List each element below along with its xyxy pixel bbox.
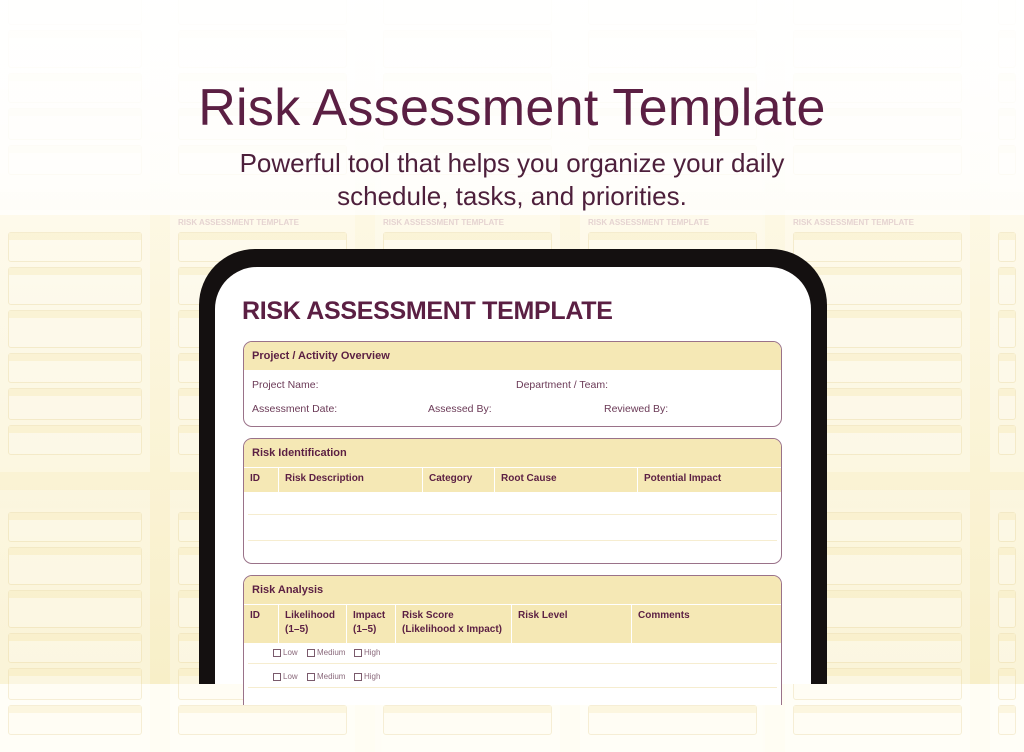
column-header: Risk Description [279, 468, 423, 492]
tile-section [8, 425, 142, 455]
checkbox-label: Low [283, 672, 298, 681]
checkbox-label: Low [283, 648, 298, 657]
tile-section [998, 232, 1016, 262]
hero-title: Risk Assessment Template [198, 79, 826, 137]
checkbox-icon[interactable] [307, 672, 315, 681]
tile-section [8, 633, 142, 663]
column-header: Root Cause [495, 468, 638, 492]
checkbox-icon[interactable] [354, 672, 362, 681]
column-header: Potential Impact [644, 473, 722, 484]
tile-section [998, 267, 1016, 305]
checkbox-label: High [364, 672, 381, 681]
tile-section [8, 388, 142, 420]
background-template-tile [990, 490, 1024, 752]
background-template-tile [990, 210, 1024, 472]
column-header: Impact (1–5) [347, 605, 396, 643]
column-header: Category [423, 468, 495, 492]
tile-section [998, 633, 1016, 663]
section-heading: Risk Identification [244, 439, 781, 467]
column-header: Likelihood (1–5) [279, 605, 347, 643]
tile-section [998, 705, 1016, 735]
tile-section [998, 512, 1016, 542]
tile-section [998, 668, 1016, 700]
risk-level-checkbox[interactable]: Medium [307, 648, 345, 657]
tile-title: RISK ASSESSMENT TEMPLATE [588, 218, 709, 227]
risk-level-checkbox[interactable]: Low [273, 648, 298, 657]
project-name-field[interactable]: Project Name: [252, 379, 319, 391]
tablet-frame: RISK ASSESSMENT TEMPLATE Project / Activ… [199, 249, 827, 705]
subtitle-line: schedule, tasks, and priorities. [337, 181, 687, 211]
tile-title: RISK ASSESSMENT TEMPLATE [178, 218, 299, 227]
checkbox-label: High [364, 648, 381, 657]
risk-level-checkbox[interactable]: Low [273, 672, 298, 681]
background-template-tile [0, 210, 150, 472]
assessment-date-field[interactable]: Assessment Date: [252, 403, 338, 415]
tile-section [8, 512, 142, 542]
tile-section [998, 590, 1016, 628]
checkbox-icon[interactable] [273, 648, 281, 657]
subtitle-line: Powerful tool that helps you organize yo… [239, 148, 785, 178]
column-header: ID [244, 468, 279, 492]
table-header: ID Risk Description Category Root Cause … [244, 467, 781, 492]
risk-level-checkbox[interactable]: Medium [307, 672, 345, 681]
tile-section [998, 425, 1016, 455]
risk-level-checkbox[interactable]: High [354, 648, 380, 657]
tile-section [998, 547, 1016, 585]
tile-section [8, 267, 142, 305]
analysis-section: Risk Analysis ID Likelihood (1–5) Impact… [243, 575, 782, 705]
column-header: ID [244, 605, 279, 643]
table-header: ID Likelihood (1–5) Impact (1–5) Risk Sc… [244, 604, 781, 643]
checkbox-label: Medium [317, 672, 346, 681]
column-header: Comments [638, 610, 690, 621]
header-fade [0, 0, 1024, 215]
checkbox-icon[interactable] [307, 648, 315, 657]
tile-section [383, 705, 552, 735]
tile-section [8, 547, 142, 585]
tile-section [793, 705, 962, 735]
tile-section [8, 590, 142, 628]
tile-section [588, 705, 757, 735]
document-title: RISK ASSESSMENT TEMPLATE [242, 297, 613, 325]
tile-title: RISK ASSESSMENT TEMPLATE [793, 218, 914, 227]
column-header: Risk Score (Likelihood x Impact) [396, 605, 512, 643]
assessed-by-field[interactable]: Assessed By: [428, 403, 492, 415]
section-heading: Project / Activity Overview [244, 342, 781, 370]
tile-section [998, 310, 1016, 348]
checkbox-label: Medium [317, 648, 346, 657]
identification-section: Risk Identification ID Risk Description … [243, 438, 782, 564]
checkbox-icon[interactable] [273, 672, 281, 681]
hero-subtitle: Powerful tool that helps you organize yo… [0, 147, 1024, 213]
tile-title: RISK ASSESSMENT TEMPLATE [383, 218, 504, 227]
checkbox-icon[interactable] [354, 648, 362, 657]
tile-section [998, 388, 1016, 420]
tile-section [8, 668, 142, 700]
tablet-screen: RISK ASSESSMENT TEMPLATE Project / Activ… [215, 267, 811, 705]
risk-level-checkbox[interactable]: High [354, 672, 380, 681]
tile-section [8, 232, 142, 262]
tile-section [793, 232, 962, 262]
reviewed-by-field[interactable]: Reviewed By: [604, 403, 669, 415]
tile-section [8, 353, 142, 383]
section-heading: Risk Analysis [244, 576, 781, 604]
tile-section [8, 705, 142, 735]
overview-section: Project / Activity Overview Project Name… [243, 341, 782, 427]
tile-section [998, 353, 1016, 383]
tile-section [178, 705, 347, 735]
tile-section [8, 310, 142, 348]
background-template-tile [0, 490, 150, 752]
department-field[interactable]: Department / Team: [516, 379, 609, 391]
column-header: Risk Level [512, 605, 632, 643]
